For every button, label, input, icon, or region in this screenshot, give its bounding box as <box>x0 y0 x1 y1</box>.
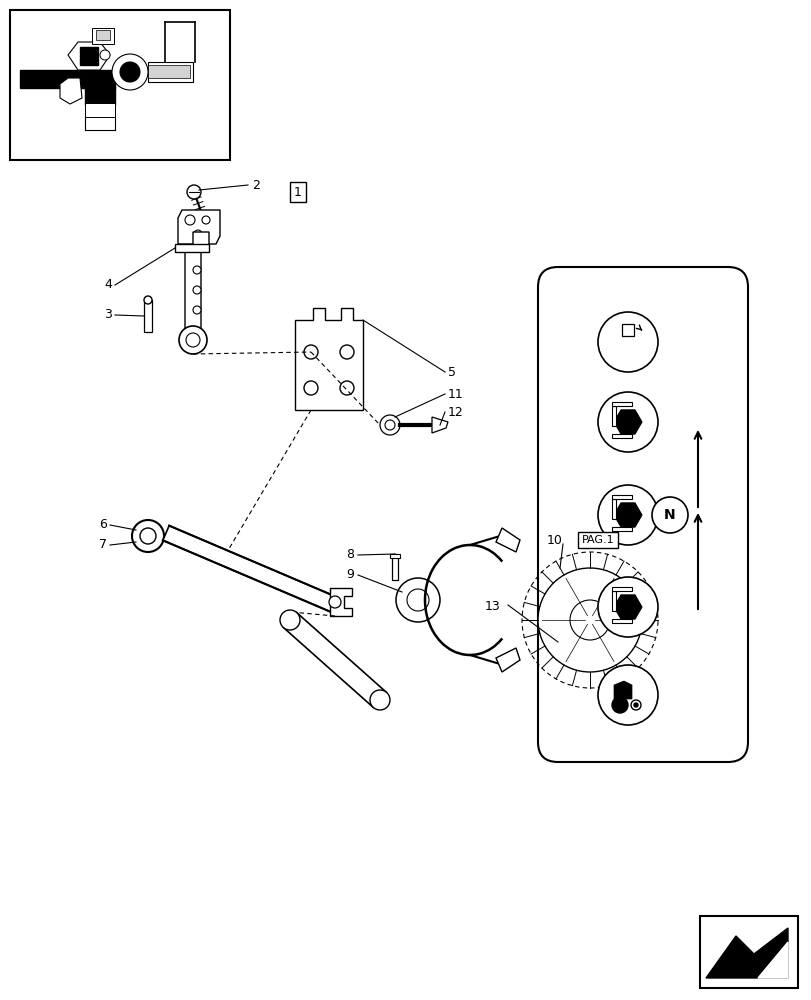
Circle shape <box>193 266 201 274</box>
Circle shape <box>380 415 400 435</box>
Circle shape <box>187 185 201 199</box>
Polygon shape <box>613 503 642 527</box>
Polygon shape <box>294 308 363 410</box>
Circle shape <box>611 697 627 713</box>
Text: 1: 1 <box>294 186 302 199</box>
Bar <box>85 103 115 117</box>
Polygon shape <box>185 232 208 340</box>
Bar <box>389 554 400 558</box>
Circle shape <box>396 578 440 622</box>
Circle shape <box>406 589 428 611</box>
Circle shape <box>597 392 657 452</box>
Polygon shape <box>496 528 519 552</box>
Circle shape <box>120 62 139 82</box>
Circle shape <box>630 700 640 710</box>
Circle shape <box>139 528 156 544</box>
Polygon shape <box>60 78 82 104</box>
Polygon shape <box>705 928 787 978</box>
Circle shape <box>633 703 637 707</box>
Circle shape <box>597 665 657 725</box>
Circle shape <box>340 345 354 359</box>
Circle shape <box>651 497 687 533</box>
Polygon shape <box>613 595 642 619</box>
Bar <box>699 916 797 988</box>
Bar <box>148 62 193 82</box>
Bar <box>80 47 98 65</box>
Text: N: N <box>663 508 675 522</box>
Circle shape <box>112 54 148 90</box>
Text: 8: 8 <box>345 548 354 562</box>
Polygon shape <box>283 613 386 707</box>
Polygon shape <box>68 42 109 70</box>
Text: PAG.1: PAG.1 <box>581 535 614 545</box>
FancyBboxPatch shape <box>538 267 747 762</box>
Bar <box>611 406 616 426</box>
Circle shape <box>370 690 389 710</box>
Text: 12: 12 <box>448 406 463 418</box>
Polygon shape <box>496 648 519 672</box>
Text: 11: 11 <box>448 387 463 400</box>
Polygon shape <box>175 244 208 252</box>
Circle shape <box>538 568 642 672</box>
Circle shape <box>384 420 394 430</box>
Bar <box>392 554 397 580</box>
Circle shape <box>193 306 201 314</box>
Text: 2: 2 <box>251 179 260 192</box>
Circle shape <box>144 296 152 304</box>
Bar <box>611 619 631 623</box>
Circle shape <box>178 326 207 354</box>
Bar <box>611 495 631 499</box>
Circle shape <box>194 230 202 238</box>
Bar <box>10 10 230 160</box>
Circle shape <box>303 381 318 395</box>
Polygon shape <box>178 210 220 244</box>
Polygon shape <box>329 588 351 616</box>
Bar <box>144 300 152 332</box>
Bar <box>611 587 631 591</box>
Text: 3: 3 <box>104 308 112 322</box>
Polygon shape <box>431 417 448 433</box>
Circle shape <box>597 577 657 637</box>
Text: 9: 9 <box>345 568 354 582</box>
Circle shape <box>100 50 109 60</box>
Polygon shape <box>613 410 642 434</box>
Bar <box>611 499 616 519</box>
Text: 5: 5 <box>448 365 456 378</box>
Polygon shape <box>613 681 631 699</box>
Circle shape <box>185 215 195 225</box>
Bar <box>611 527 631 531</box>
Text: 4: 4 <box>104 278 112 292</box>
Text: 7: 7 <box>99 538 107 552</box>
Bar <box>96 30 109 40</box>
Circle shape <box>132 520 164 552</box>
Text: 6: 6 <box>99 518 107 532</box>
Circle shape <box>569 600 609 640</box>
Bar <box>621 324 633 336</box>
Circle shape <box>597 312 657 372</box>
Bar <box>611 591 616 611</box>
Polygon shape <box>163 526 337 612</box>
Bar <box>92 28 114 44</box>
Bar <box>611 434 631 438</box>
Text: 10: 10 <box>547 534 562 546</box>
Circle shape <box>202 216 210 224</box>
Bar <box>20 70 115 88</box>
Circle shape <box>340 381 354 395</box>
Circle shape <box>597 485 657 545</box>
Bar <box>85 87 115 105</box>
Text: 13: 13 <box>483 600 500 613</box>
Circle shape <box>186 333 200 347</box>
Circle shape <box>280 610 299 630</box>
Circle shape <box>303 345 318 359</box>
Circle shape <box>193 286 201 294</box>
Polygon shape <box>757 942 787 978</box>
Bar <box>611 402 631 406</box>
Circle shape <box>328 596 341 608</box>
Bar <box>148 65 190 78</box>
